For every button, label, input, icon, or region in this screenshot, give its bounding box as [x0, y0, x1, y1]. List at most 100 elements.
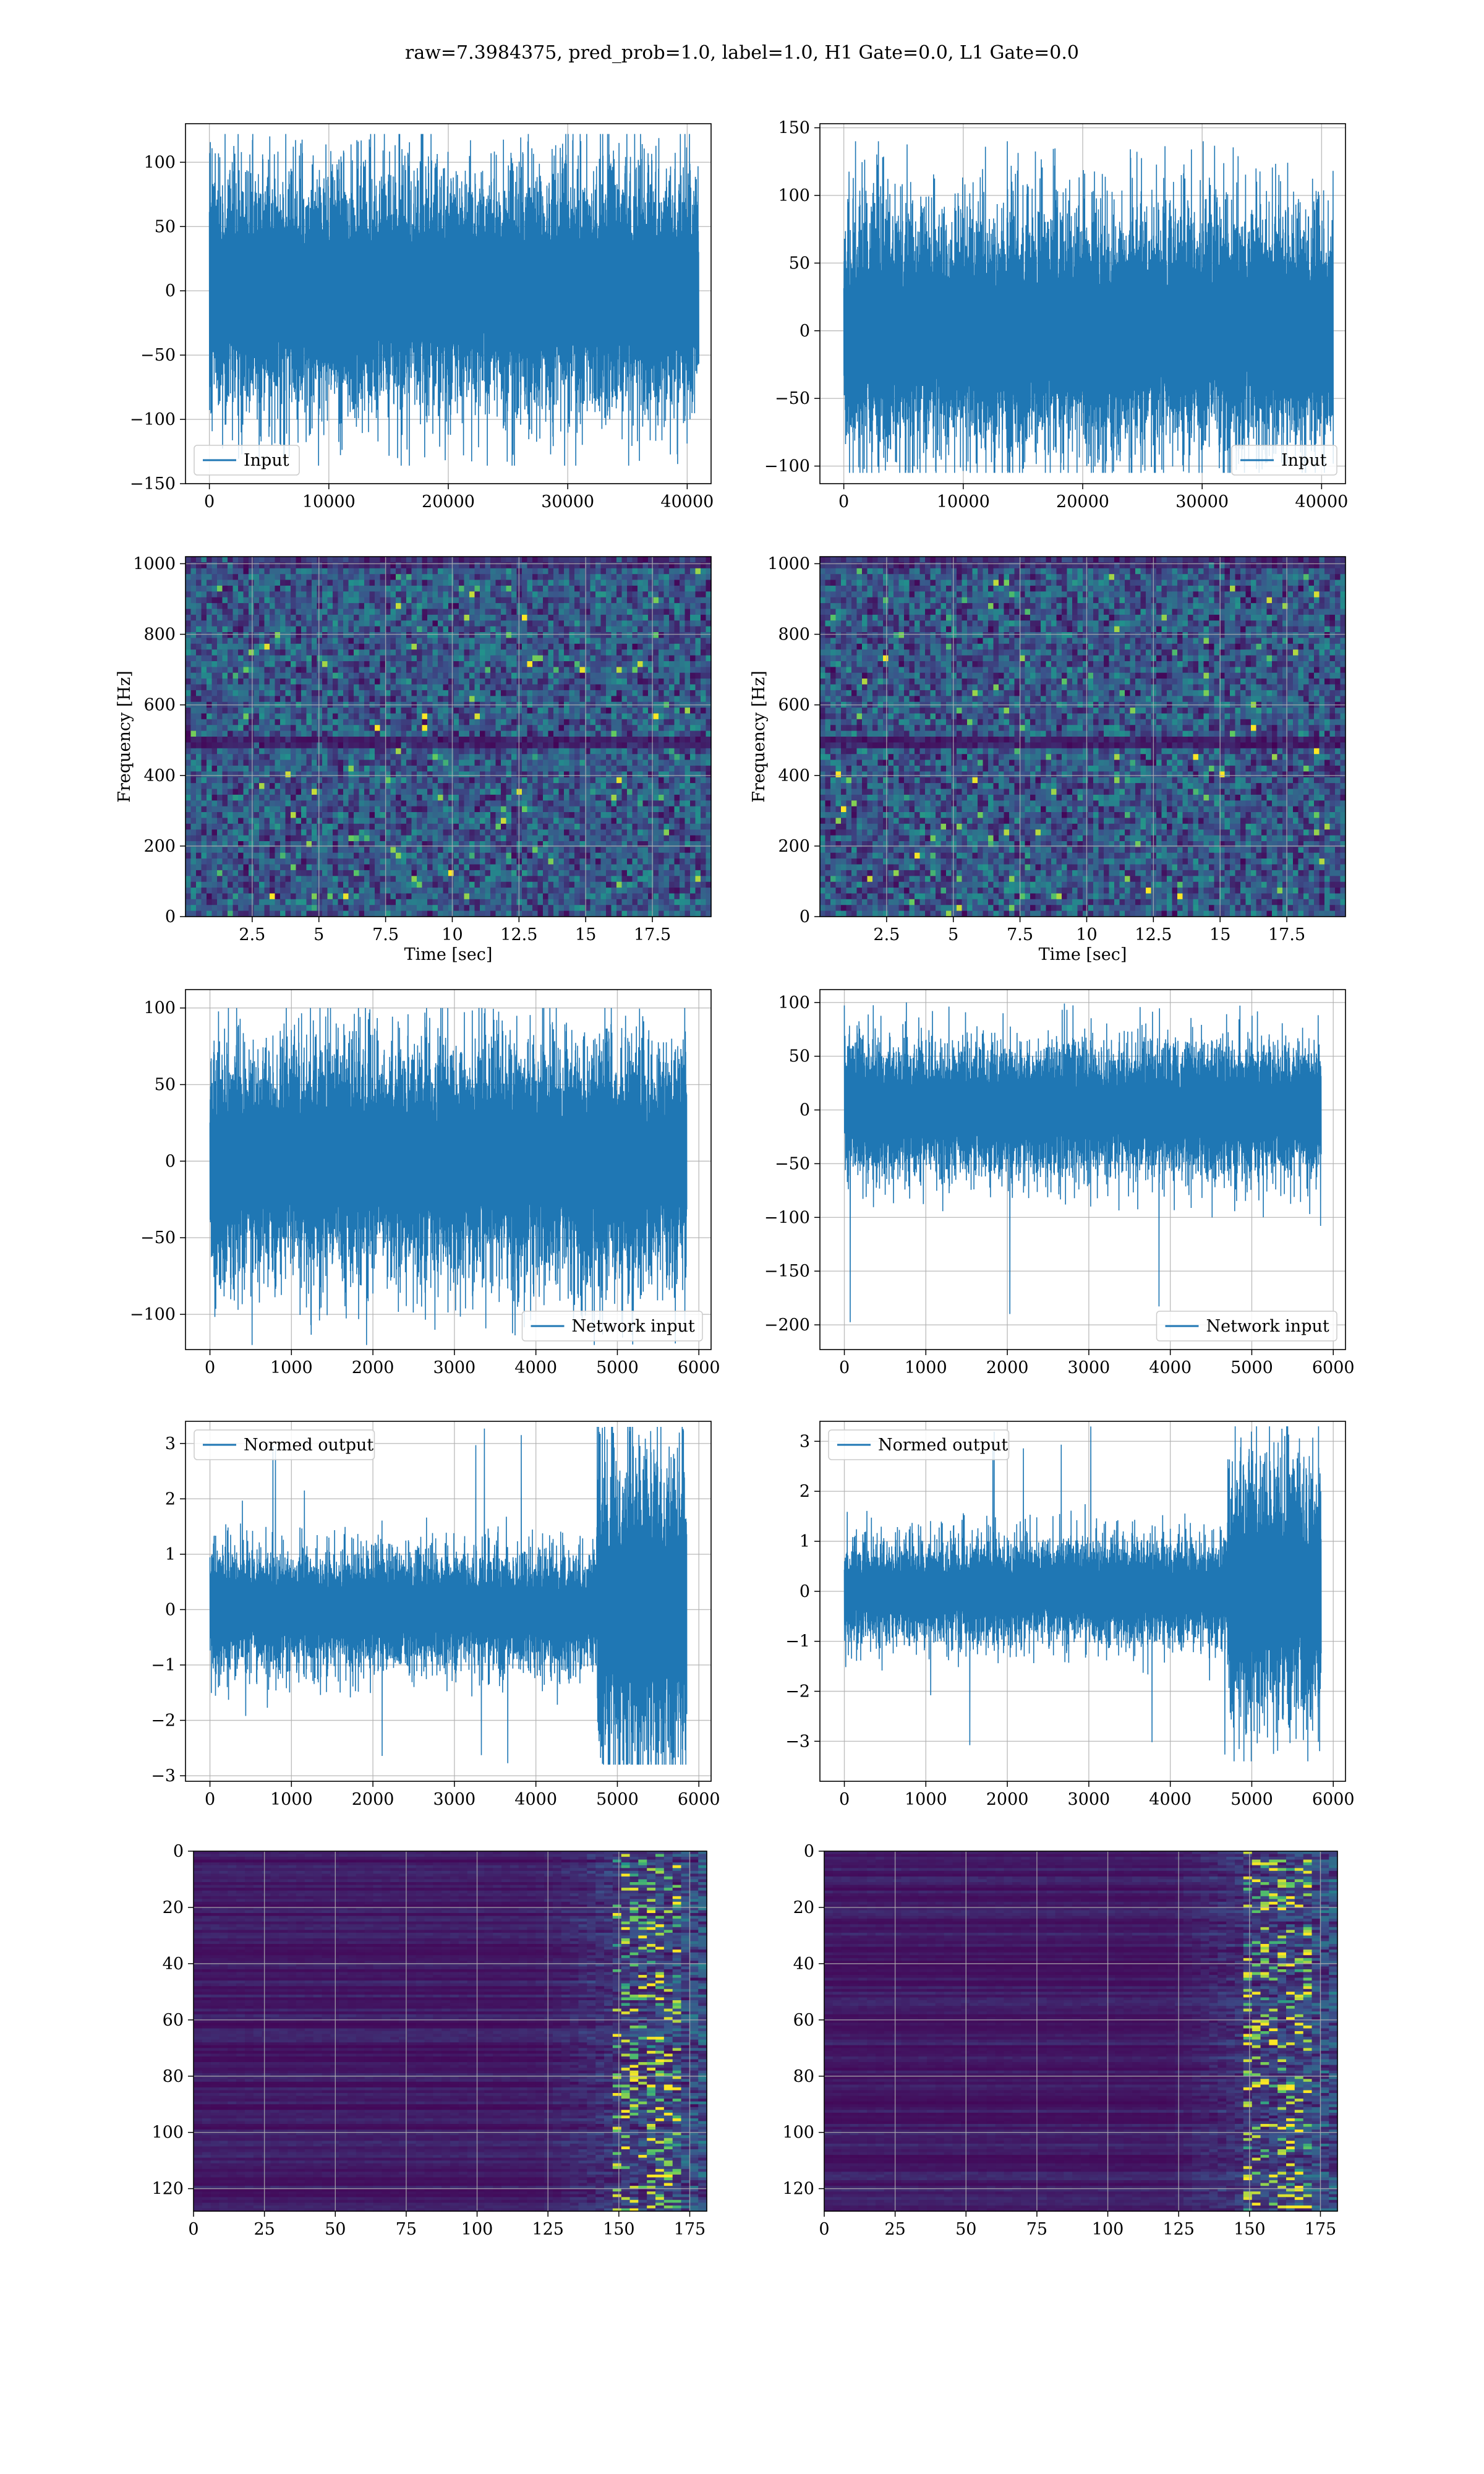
spectrogram-cell: [333, 678, 338, 685]
spectrogram-cell: [559, 882, 565, 888]
spectrogram-cell: [202, 865, 207, 871]
spectrogram-cell: [328, 899, 333, 905]
spectrogram-cell: [312, 777, 317, 784]
spectrogram-cell: [259, 824, 265, 830]
spectrogram-cell: [459, 719, 464, 726]
spectrogram-cell: [485, 667, 491, 673]
spectrogram-cell: [301, 714, 307, 720]
spectrogram-cell: [574, 603, 580, 609]
spectrogram-cell: [469, 742, 475, 748]
x-tick-label: 30000: [541, 492, 594, 511]
x-tick-label: 30000: [1175, 492, 1229, 511]
spectrogram-cell: [511, 865, 517, 871]
spectrogram-cell: [217, 731, 223, 737]
spectrogram-cell: [454, 638, 459, 644]
spectrogram-cell: [459, 876, 464, 882]
spectrogram-cell: [559, 690, 565, 696]
spectrogram-cell: [249, 591, 254, 597]
spectrogram-cell: [244, 789, 249, 795]
spectrogram-cell: [270, 638, 275, 644]
spectrogram-cell: [333, 661, 338, 667]
spectrogram-cell: [454, 661, 459, 667]
spectrogram-cell: [238, 865, 244, 871]
spectrogram-cell: [427, 771, 433, 777]
spectrogram-cell: [275, 865, 281, 871]
spectrogram-cell: [275, 899, 281, 905]
spectrogram-cell: [301, 836, 307, 842]
spectrogram-cell: [485, 899, 491, 905]
spectrogram-cell: [396, 685, 401, 691]
spectrogram-cell: [338, 568, 344, 575]
spectrogram-cell: [259, 847, 265, 853]
spectrogram-cell: [475, 824, 480, 830]
spectrogram-cell: [490, 714, 496, 720]
spectrogram-cell: [517, 678, 522, 685]
spectrogram-cell: [485, 824, 491, 830]
spectrogram-cell: [307, 661, 312, 667]
spectrogram-cell: [343, 812, 349, 818]
spectrogram-cell: [553, 795, 559, 801]
spectrogram-cell: [412, 725, 417, 731]
spectrogram-cell: [417, 737, 422, 743]
spectrogram-cell: [417, 673, 422, 679]
spectrogram-cell: [459, 777, 464, 784]
spectrogram-cell: [385, 620, 391, 627]
spectrogram-cell: [270, 894, 275, 900]
spectrogram-cell: [532, 894, 538, 900]
spectrogram-cell: [223, 568, 228, 575]
spectrogram-cell: [438, 615, 443, 621]
spectrogram-cell: [427, 627, 433, 633]
spectrogram-cell: [359, 620, 365, 627]
spectrogram-cell: [349, 708, 354, 714]
spectrogram-cell: [433, 876, 438, 882]
spectrogram-cell: [380, 742, 386, 748]
spectrogram-cell: [333, 603, 338, 609]
spectrogram-cell: [496, 591, 501, 597]
spectrogram-cell: [469, 800, 475, 807]
spectrogram-cell: [391, 795, 396, 801]
spectrogram-cell: [559, 586, 565, 592]
spectrogram-cell: [333, 580, 338, 586]
spectrogram-cell: [202, 789, 207, 795]
spectrogram-cell: [422, 870, 428, 876]
spectrogram-cell: [553, 836, 559, 842]
spectrogram-cell: [275, 812, 281, 818]
spectrogram-cell: [595, 858, 601, 865]
spectrogram-cell: [385, 812, 391, 818]
spectrogram-cell: [591, 865, 596, 871]
spectrogram-cell: [464, 568, 470, 575]
spectrogram-cell: [543, 894, 548, 900]
spectrogram-cell: [538, 824, 544, 830]
spectrogram-cell: [496, 836, 501, 842]
spectrogram-cell: [328, 696, 333, 702]
spectrogram-cell: [427, 865, 433, 871]
spectrogram-cell: [595, 882, 601, 888]
spectrogram-cell: [506, 557, 512, 563]
spectrogram-cell: [569, 708, 575, 714]
spectrogram-cell: [196, 673, 202, 679]
spectrogram-cell: [296, 795, 302, 801]
spectrogram-cell: [564, 865, 569, 871]
spectrogram-cell: [443, 876, 449, 882]
spectrogram-cell: [438, 876, 443, 882]
spectrogram-cell: [401, 905, 407, 911]
spectrogram-cell: [422, 771, 428, 777]
spectrogram-cell: [438, 748, 443, 755]
spectrogram-cell: [191, 882, 197, 888]
spectrogram-cell: [296, 690, 302, 696]
spectrogram-cell: [427, 876, 433, 882]
spectrogram-cell: [317, 812, 323, 818]
spectrogram-cell: [511, 632, 517, 638]
spectrogram-cell: [559, 807, 565, 813]
spectrogram-cell: [296, 603, 302, 609]
spectrogram-cell: [233, 742, 239, 748]
spectrogram-cell: [438, 894, 443, 900]
spectrogram-cell: [422, 714, 428, 720]
spectrogram-cell: [459, 882, 464, 888]
spectrogram-cell: [207, 847, 212, 853]
spectrogram-cell: [532, 742, 538, 748]
spectrogram-cell: [506, 876, 512, 882]
spectrogram-cell: [280, 661, 286, 667]
spectrogram-cell: [443, 731, 449, 737]
spectrogram-cell: [538, 685, 544, 691]
